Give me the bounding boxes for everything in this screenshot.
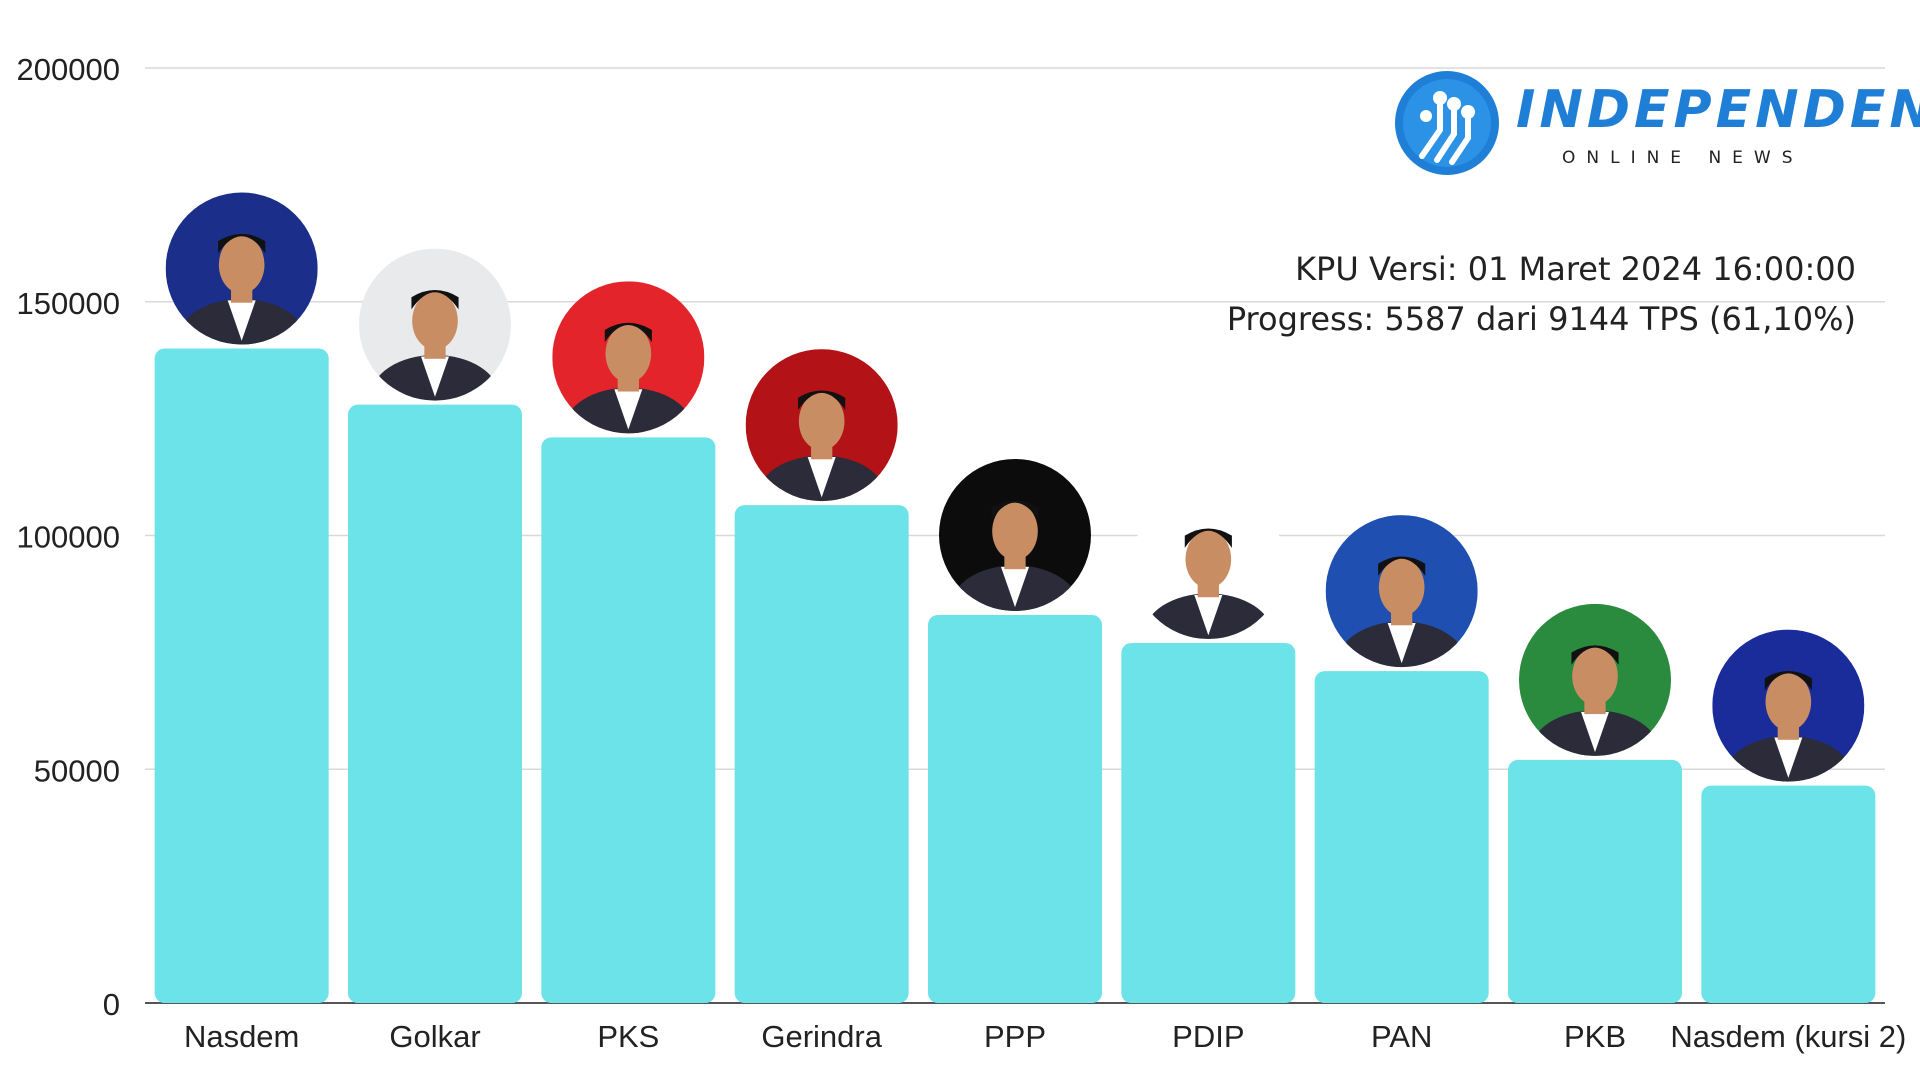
candidate-photo-nasdem-icon [165, 192, 318, 345]
x-tick-label: PKS [597, 1019, 659, 1054]
x-tick-label: Gerindra [761, 1019, 882, 1054]
brand-logo: INDEPENDEN ONLINE NEWS [1392, 68, 1920, 180]
x-tick-label: Golkar [389, 1019, 480, 1054]
x-tick-label: PAN [1371, 1019, 1432, 1054]
bar [1314, 671, 1489, 1003]
candidate-photo-golkar-icon [359, 248, 511, 401]
bar [1121, 643, 1296, 1003]
candidate-photo-ppp-icon [939, 458, 1091, 611]
y-tick-label: 150000 [17, 286, 120, 321]
x-tick-label: PDIP [1172, 1019, 1244, 1054]
x-tick-label: Nasdem (kursi 2) [1670, 1019, 1906, 1054]
brand-name: INDEPENDEN [1516, 80, 1920, 140]
candidate-photo-pdip-icon [1132, 487, 1285, 640]
circuit-logo-icon [1395, 71, 1499, 175]
brand-tagline: ONLINE NEWS [1562, 148, 1804, 168]
candidate-photo-pkb-icon [1519, 603, 1671, 756]
candidate-photo-nasdem-2-icon [1712, 629, 1865, 782]
bar [154, 348, 329, 1003]
bar [734, 505, 909, 1003]
y-tick-label: 50000 [34, 753, 120, 788]
x-tick-label: PKB [1564, 1019, 1626, 1054]
bar [1508, 759, 1682, 1003]
x-tick-label: PPP [984, 1019, 1046, 1054]
info-panel: KPU Versi: 01 Maret 2024 16:00:00 Progre… [1227, 244, 1856, 344]
x-tick-label: Nasdem [184, 1019, 299, 1054]
bar [541, 437, 716, 1003]
kpu-version-text: KPU Versi: 01 Maret 2024 16:00:00 [1295, 250, 1856, 288]
bar [928, 614, 1102, 1003]
y-tick-label: 100000 [17, 520, 120, 555]
y-tick-label: 200000 [17, 52, 120, 87]
candidate-photo-gerindra-icon [745, 349, 898, 502]
bar [348, 404, 522, 1004]
bar [1701, 785, 1876, 1003]
y-tick-label: 0 [103, 987, 120, 1022]
progress-text: Progress: 5587 dari 9144 TPS (61,10%) [1226, 300, 1856, 338]
candidate-photo-pan-icon [1325, 515, 1478, 668]
candidate-photo-pks-icon [552, 281, 705, 434]
